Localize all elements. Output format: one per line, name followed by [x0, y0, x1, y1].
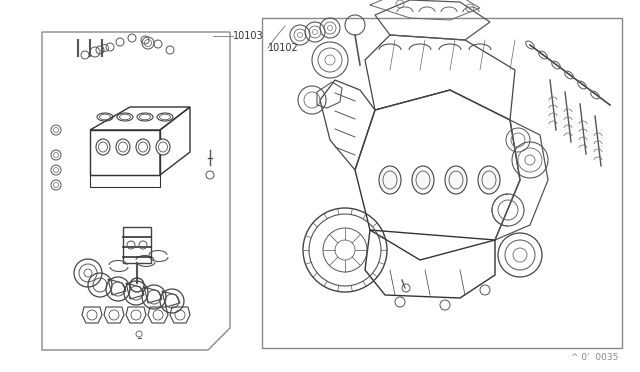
Ellipse shape [136, 139, 150, 155]
Bar [123, 227, 151, 263]
Ellipse shape [116, 139, 130, 155]
Ellipse shape [478, 166, 500, 194]
Text: 10103: 10103 [233, 31, 264, 41]
Ellipse shape [156, 139, 170, 155]
Text: ^ 0'  0035: ^ 0' 0035 [571, 353, 618, 362]
Text: 10102: 10102 [268, 43, 299, 53]
Ellipse shape [445, 166, 467, 194]
Ellipse shape [96, 139, 110, 155]
Ellipse shape [412, 166, 434, 194]
Ellipse shape [379, 166, 401, 194]
